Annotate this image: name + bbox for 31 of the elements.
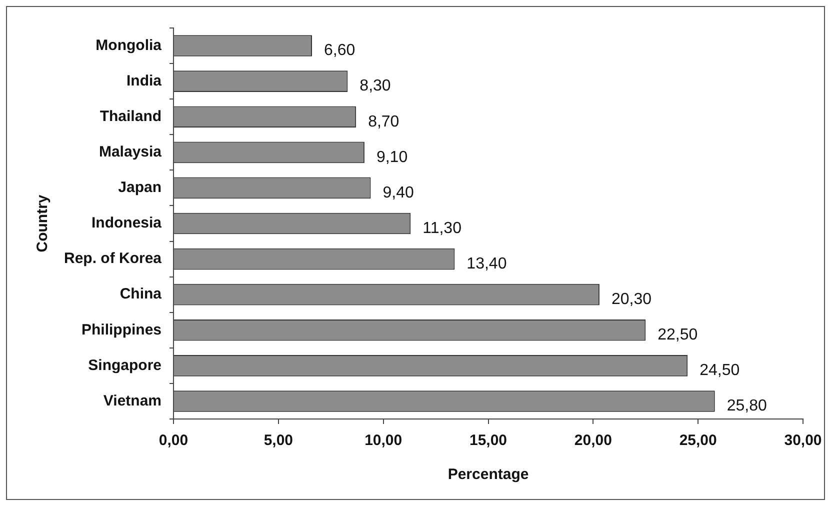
x-tick-label: 10,00 — [364, 432, 402, 450]
y-tick-label: Japan — [118, 179, 162, 196]
data-label: 8,70 — [368, 113, 400, 130]
x-tick-label: 30,00 — [784, 432, 822, 450]
y-tick-label: Vietnam — [103, 392, 162, 410]
x-tick-label: 20,00 — [574, 432, 612, 450]
y-tick-label: China — [120, 286, 162, 303]
data-label: 6,60 — [324, 42, 356, 60]
data-label: 24,50 — [700, 362, 740, 380]
data-label: 9,10 — [376, 148, 408, 166]
y-tick-label: Malaysia — [98, 144, 162, 161]
y-tick-label: Philippines — [82, 321, 162, 338]
x-tick-label: 0,00 — [158, 432, 188, 450]
x-tick-label: 5,00 — [264, 432, 294, 450]
x-axis-title: Percentage — [448, 466, 529, 484]
data-label: 8,30 — [360, 78, 391, 95]
y-tick-label: India — [126, 72, 162, 90]
data-label: 13,40 — [466, 255, 507, 272]
data-label: 22,50 — [658, 326, 698, 344]
y-tick-label: Mongolia — [96, 36, 162, 54]
x-tick-label: 25,00 — [679, 432, 717, 450]
x-tick-label: 15,00 — [469, 432, 508, 450]
y-tick-label: Indonesia — [92, 214, 162, 232]
y-tick-label: Rep. of Korea — [64, 250, 162, 268]
data-label: 25,80 — [726, 398, 768, 415]
data-label: 11,30 — [422, 220, 462, 237]
y-axis-title: Country — [34, 194, 52, 252]
data-label: 20,30 — [611, 290, 652, 308]
y-tick-label: Singapore — [88, 356, 162, 374]
data-label: 9,40 — [382, 184, 414, 202]
y-tick-label: Thailand — [100, 108, 162, 126]
